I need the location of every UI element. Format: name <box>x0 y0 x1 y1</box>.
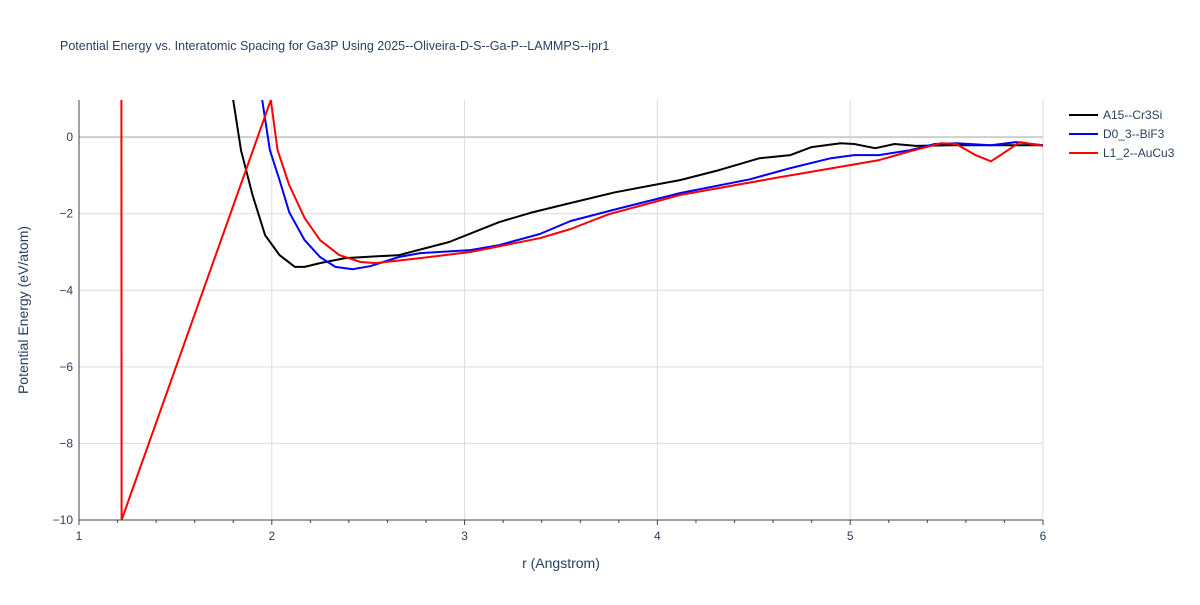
y-tick-label: −2 <box>59 207 73 221</box>
x-axis-label: r (Angstrom) <box>522 555 600 571</box>
axes: 1 2 3 4 5 6 0 −2 −4 −6 −8 −10 <box>53 100 1047 543</box>
y-axis-label: Potential Energy (eV/atom) <box>15 226 31 394</box>
y-tick-label: −4 <box>59 283 73 297</box>
y-tick-label: −8 <box>59 436 73 450</box>
x-tick-label: 4 <box>654 529 661 543</box>
legend-label: D0_3--BiF3 <box>1103 127 1165 141</box>
y-tick-label: −6 <box>59 360 73 374</box>
y-tick-label: −10 <box>53 513 74 527</box>
series-line-0 <box>232 100 1043 268</box>
legend-label: L1_2--AuCu3 <box>1103 146 1175 160</box>
grid <box>79 100 1044 521</box>
chart-title: Potential Energy vs. Interatomic Spacing… <box>60 39 609 53</box>
series-lines <box>120 100 1043 520</box>
series-line-2 <box>120 100 1043 520</box>
x-tick-label: 2 <box>268 529 275 543</box>
legend: A15--Cr3Si D0_3--BiF3 L1_2--AuCu3 <box>1069 108 1175 160</box>
y-tick-label: 0 <box>66 130 73 144</box>
x-tick-label: 3 <box>461 529 468 543</box>
x-tick-label: 1 <box>76 529 83 543</box>
legend-label: A15--Cr3Si <box>1103 108 1162 122</box>
x-tick-label: 6 <box>1040 529 1047 543</box>
x-tick-label: 5 <box>847 529 854 543</box>
